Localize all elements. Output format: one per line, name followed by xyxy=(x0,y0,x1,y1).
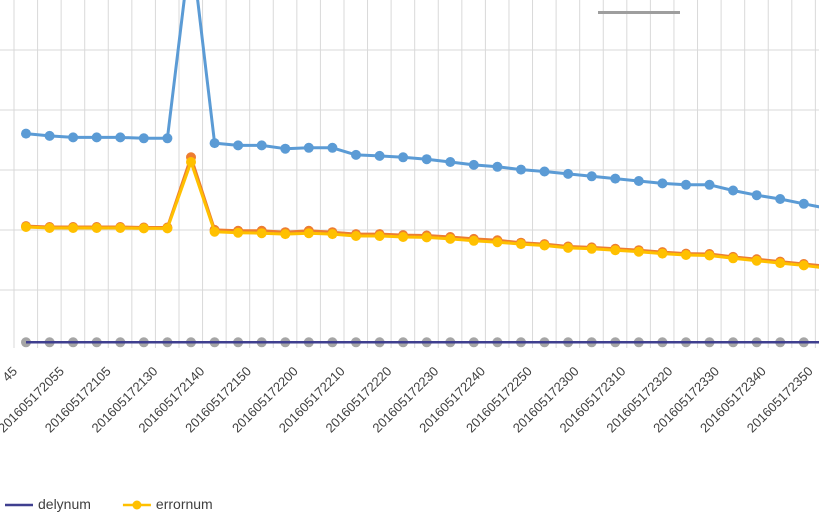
legend-item-delynum: delynum xyxy=(5,496,91,512)
data-point xyxy=(445,233,456,244)
data-point xyxy=(233,227,244,238)
data-point xyxy=(610,245,621,256)
data-point xyxy=(610,173,621,184)
series-unlabeled-0 xyxy=(21,0,819,209)
data-point xyxy=(21,222,31,232)
data-point xyxy=(91,132,102,143)
legend-fragment-top xyxy=(598,11,680,14)
data-point xyxy=(327,229,338,240)
data-point xyxy=(162,223,173,234)
data-point xyxy=(775,258,786,269)
series-errornum xyxy=(21,157,819,271)
legend: delynum errornum xyxy=(5,496,213,512)
data-point xyxy=(68,132,79,143)
data-point xyxy=(516,164,526,175)
data-point xyxy=(115,132,126,143)
series-layer xyxy=(21,0,819,348)
data-point xyxy=(421,154,432,165)
data-point xyxy=(256,228,267,239)
data-point xyxy=(327,142,338,153)
data-point xyxy=(798,260,809,271)
data-point xyxy=(138,223,149,234)
grid-layer xyxy=(0,0,819,348)
data-point xyxy=(586,243,597,254)
series-line xyxy=(25,160,819,269)
data-point xyxy=(445,157,456,167)
data-point xyxy=(775,194,786,204)
data-point xyxy=(563,168,574,179)
x-tick-labels: 4520160517205520160517210520160517213020… xyxy=(0,364,816,436)
x-tick-label: 45 xyxy=(0,364,20,385)
data-point xyxy=(162,133,173,144)
data-point xyxy=(633,246,644,257)
data-point xyxy=(44,223,55,233)
data-point xyxy=(586,171,597,182)
data-point xyxy=(44,130,55,141)
data-point xyxy=(398,152,409,163)
data-point xyxy=(728,253,739,264)
data-point xyxy=(209,226,220,237)
legend-item-errornum: errornum xyxy=(122,496,213,512)
data-point xyxy=(280,229,291,240)
legend-label: delynum xyxy=(38,496,91,512)
data-point xyxy=(492,161,503,172)
data-point xyxy=(115,223,126,233)
data-point xyxy=(233,140,244,151)
data-point xyxy=(91,223,102,233)
data-point xyxy=(68,223,79,233)
data-point xyxy=(280,143,291,154)
data-point xyxy=(468,235,479,246)
data-point xyxy=(374,231,385,241)
data-point xyxy=(303,142,314,153)
data-point xyxy=(374,150,385,161)
data-point xyxy=(657,248,668,259)
data-point xyxy=(351,149,361,160)
data-point xyxy=(751,190,762,201)
data-point xyxy=(704,250,715,261)
series-unlabeled-3 xyxy=(21,152,819,269)
data-point xyxy=(539,166,550,177)
data-point xyxy=(633,176,644,186)
data-point xyxy=(657,178,668,189)
data-point xyxy=(256,140,267,151)
data-point xyxy=(351,231,361,241)
data-point xyxy=(138,133,149,144)
data-point xyxy=(798,198,809,209)
data-point xyxy=(21,128,31,139)
data-point xyxy=(516,239,526,250)
data-point xyxy=(704,179,715,190)
data-point xyxy=(751,255,762,266)
data-point xyxy=(303,228,314,239)
data-point xyxy=(421,232,432,243)
data-point xyxy=(681,250,691,260)
legend-swatch-marker xyxy=(132,500,142,510)
data-point xyxy=(681,179,691,190)
data-point xyxy=(398,232,409,242)
data-point xyxy=(186,157,196,167)
data-point xyxy=(728,185,739,196)
data-point xyxy=(209,138,220,149)
series-line xyxy=(25,0,819,209)
data-point xyxy=(539,240,550,251)
data-point xyxy=(468,159,479,170)
data-point xyxy=(563,242,574,253)
data-point xyxy=(492,237,503,248)
legend-label: errornum xyxy=(156,496,213,512)
